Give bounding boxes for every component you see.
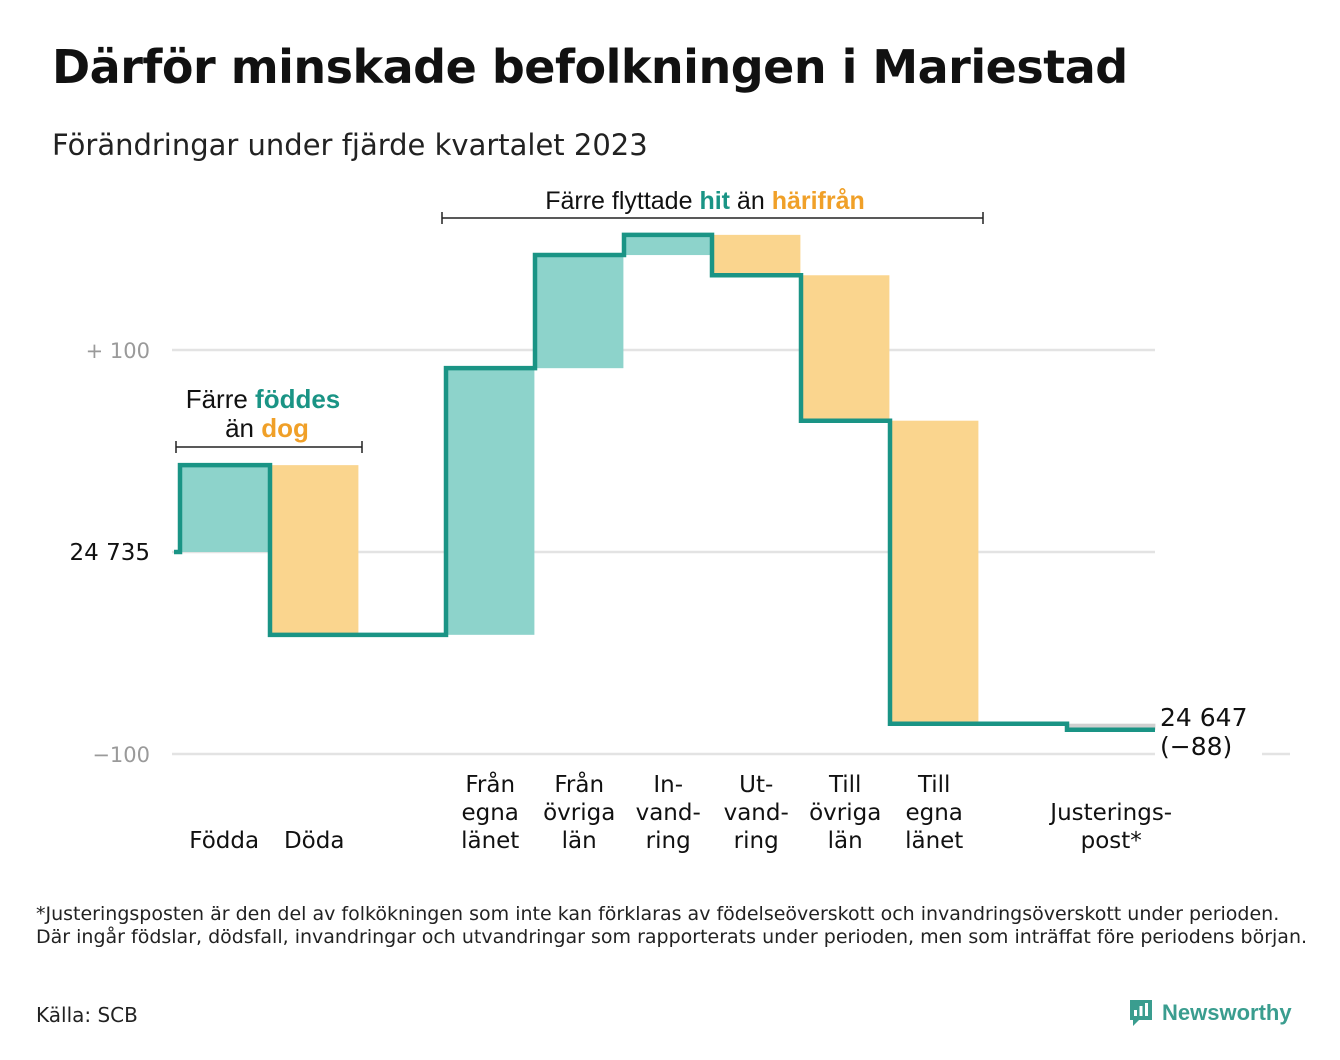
category-label-4-1: vand-	[636, 800, 701, 826]
y-tick-label-1: 24 735	[70, 540, 150, 566]
bar-5	[712, 234, 801, 276]
bar-1	[270, 465, 359, 635]
bar-4	[624, 234, 713, 256]
category-label-7-2: länet	[905, 828, 963, 854]
bar-6	[801, 275, 890, 421]
end-value-label-1: (−88)	[1160, 732, 1232, 761]
category-label-8-0: Justerings-	[1048, 800, 1172, 826]
category-label-8-1: post*	[1081, 828, 1142, 854]
category-label-0-0: Födda	[189, 828, 259, 854]
y-tick-label-2: −100	[92, 743, 150, 767]
category-label-5-1: vand-	[724, 800, 789, 826]
annotation-births-line2: än dog	[225, 413, 309, 443]
category-label-5-2: ring	[734, 828, 779, 854]
chart-title: Därför minskade befolkningen i Mariestad	[52, 40, 1128, 94]
source-label: Källa: SCB	[36, 1003, 138, 1027]
footnote: *Justeringsposten är den del av folkökni…	[36, 903, 1308, 948]
category-label-6-0: Till	[828, 772, 862, 798]
category-label-7-1: egna	[905, 800, 962, 826]
category-label-3-0: Från	[554, 770, 604, 798]
bar-0	[180, 465, 269, 552]
bar-8	[1067, 723, 1156, 730]
annotation-migration: Färre flyttade hit än härifrån	[545, 187, 865, 215]
cumulative-step-line	[174, 232, 1155, 733]
chart-subtitle: Förändringar under fjärde kvartalet 2023	[52, 128, 648, 162]
end-value-label-0: 24 647	[1160, 703, 1247, 732]
y-tick-label-0: + 100	[86, 339, 150, 363]
category-label-3-1: övriga	[543, 800, 615, 826]
category-label-2-2: länet	[461, 828, 519, 854]
bar-2	[446, 368, 535, 635]
category-label-2-0: Från	[465, 770, 515, 798]
category-label-4-0: In-	[653, 772, 683, 798]
category-label-6-2: län	[828, 828, 863, 854]
newsworthy-logo: Newsworthy	[1128, 998, 1292, 1028]
annotation-births-line1: Färre föddes	[186, 384, 341, 414]
category-label-2-1: egna	[461, 800, 518, 826]
bar-7	[890, 420, 979, 724]
category-label-7-0: Till	[917, 772, 951, 798]
brand-name: Newsworthy	[1162, 1000, 1292, 1025]
annotation-migration-bracket	[441, 212, 984, 224]
category-label-4-2: ring	[646, 828, 691, 854]
annotation-births-bracket	[175, 441, 363, 453]
category-label-1-0: Döda	[284, 828, 344, 854]
category-label-5-0: Ut-	[739, 772, 773, 798]
bar-3	[535, 255, 624, 369]
category-label-3-2: län	[562, 828, 597, 854]
category-label-6-1: övriga	[809, 800, 881, 826]
chart-logo-icon	[1130, 1000, 1152, 1026]
